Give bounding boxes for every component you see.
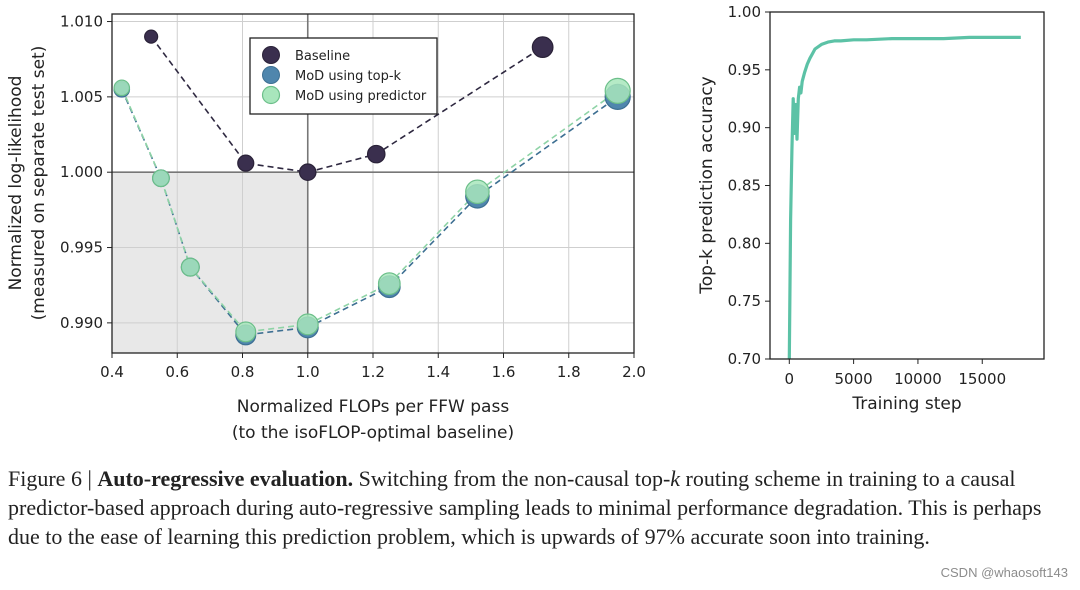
series-2-point xyxy=(152,169,170,188)
series-0-point xyxy=(144,29,159,44)
right-x-tick-label: 0 xyxy=(785,370,795,388)
right-x-ticks: 0 5000 10000 15000 xyxy=(785,359,1006,388)
left-x-tick-label: 0.8 xyxy=(231,363,255,381)
left-x-tick-label: 1.0 xyxy=(296,363,320,381)
series-2-point xyxy=(604,77,631,104)
left-x-axis-label: Normalized FLOPs per FFW pass xyxy=(237,397,510,417)
accuracy-line xyxy=(787,35,1021,360)
caption-italic-k: k xyxy=(670,466,681,491)
right-y-tick-label: 0.90 xyxy=(728,119,761,137)
right-x-axis-label: Training step xyxy=(851,394,961,414)
right-plot-frame xyxy=(769,11,1045,360)
legend-label-topk: MoD using top-k xyxy=(295,69,402,84)
legend-marker-baseline xyxy=(262,46,280,64)
right-y-tick-label: 0.80 xyxy=(728,234,761,252)
left-y-tick-label: 1.005 xyxy=(60,88,103,106)
left-x-tick-label: 0.4 xyxy=(100,363,124,381)
series-2-point xyxy=(465,179,490,205)
right-y-tick-label: 1.00 xyxy=(728,3,761,21)
right-y-tick-label: 0.85 xyxy=(728,177,761,195)
left-x-tick-label: 1.6 xyxy=(492,363,516,381)
figure-caption: Figure 6 | Auto-regressive evaluation. S… xyxy=(8,464,1072,551)
right-y-axis-label: Top-k prediction accuracy xyxy=(697,76,717,294)
left-series-points xyxy=(113,29,631,346)
legend: Baseline MoD using top-k MoD using predi… xyxy=(249,37,438,115)
series-0-point xyxy=(298,163,317,181)
legend-marker-predictor xyxy=(261,85,281,105)
right-chart: 0 5000 10000 15000 0.70 0.75 0.80 0.85 0.90 0.95… xyxy=(697,3,1045,414)
left-x-tick-label: 1.2 xyxy=(361,363,385,381)
right-y-tick-label: 0.75 xyxy=(728,292,761,310)
right-y-tick-label: 0.95 xyxy=(728,61,761,79)
series-0-point xyxy=(237,154,255,172)
caption-body-1: Switching from the non-causal top- xyxy=(353,466,671,491)
caption-body-2: routing scheme in training to a causal p… xyxy=(8,466,1042,549)
legend-marker-topk xyxy=(262,66,280,84)
left-chart: 0.4 0.6 0.8 1.0 1.2 1.4 1.6 1.8 2.0 0.990 0.995 1.… xyxy=(6,13,646,443)
series-2-point xyxy=(377,272,401,296)
watermark: CSDN @whaosoft143 xyxy=(940,565,1068,580)
left-y-tick-label: 0.990 xyxy=(60,314,103,332)
left-x-axis-label-sub: (to the isoFLOP-optimal baseline) xyxy=(232,423,514,443)
right-y-tick-label: 0.70 xyxy=(728,350,761,368)
series-2-point xyxy=(180,257,200,277)
left-x-tick-label: 1.8 xyxy=(557,363,581,381)
series-2-point xyxy=(296,313,319,336)
left-x-tick-label: 2.0 xyxy=(622,363,646,381)
series-0-point xyxy=(531,36,554,59)
left-y-tick-label: 1.000 xyxy=(60,163,103,181)
series-0-point xyxy=(366,144,386,164)
shaded-region xyxy=(112,172,308,353)
caption-prefix: Figure 6 | xyxy=(8,466,98,491)
left-y-axis-label-sub: (measured on separate test set) xyxy=(29,46,49,321)
left-x-ticks: 0.4 0.6 0.8 1.0 1.2 1.4 1.6 1.8 2.0 xyxy=(100,353,646,381)
left-y-ticks: 0.990 0.995 1.000 1.005 1.010 xyxy=(60,13,112,332)
left-y-axis-label: Normalized log-likelihood xyxy=(6,76,26,291)
caption-title: Auto-regressive evaluation. xyxy=(97,466,354,491)
legend-label-baseline: Baseline xyxy=(295,49,350,64)
left-y-tick-label: 1.010 xyxy=(60,13,103,31)
right-y-ticks: 0.70 0.75 0.80 0.85 0.90 0.95 1.00 xyxy=(728,3,770,368)
legend-label-predictor: MoD using predictor xyxy=(295,89,427,104)
right-x-tick-label: 15000 xyxy=(958,370,1006,388)
series-line-2 xyxy=(121,87,619,333)
figure-canvas: 0.4 0.6 0.8 1.0 1.2 1.4 1.6 1.8 2.0 0.990 0.995 1.… xyxy=(6,3,1045,443)
right-series-line xyxy=(787,35,1021,360)
left-x-tick-label: 1.4 xyxy=(426,363,450,381)
right-x-tick-label: 10000 xyxy=(894,370,942,388)
series-2-point xyxy=(113,79,131,97)
series-2-point xyxy=(235,321,257,343)
legend-box xyxy=(249,37,438,115)
right-x-tick-label: 5000 xyxy=(835,370,873,388)
left-y-tick-label: 0.995 xyxy=(60,239,103,257)
left-x-tick-label: 0.6 xyxy=(165,363,189,381)
